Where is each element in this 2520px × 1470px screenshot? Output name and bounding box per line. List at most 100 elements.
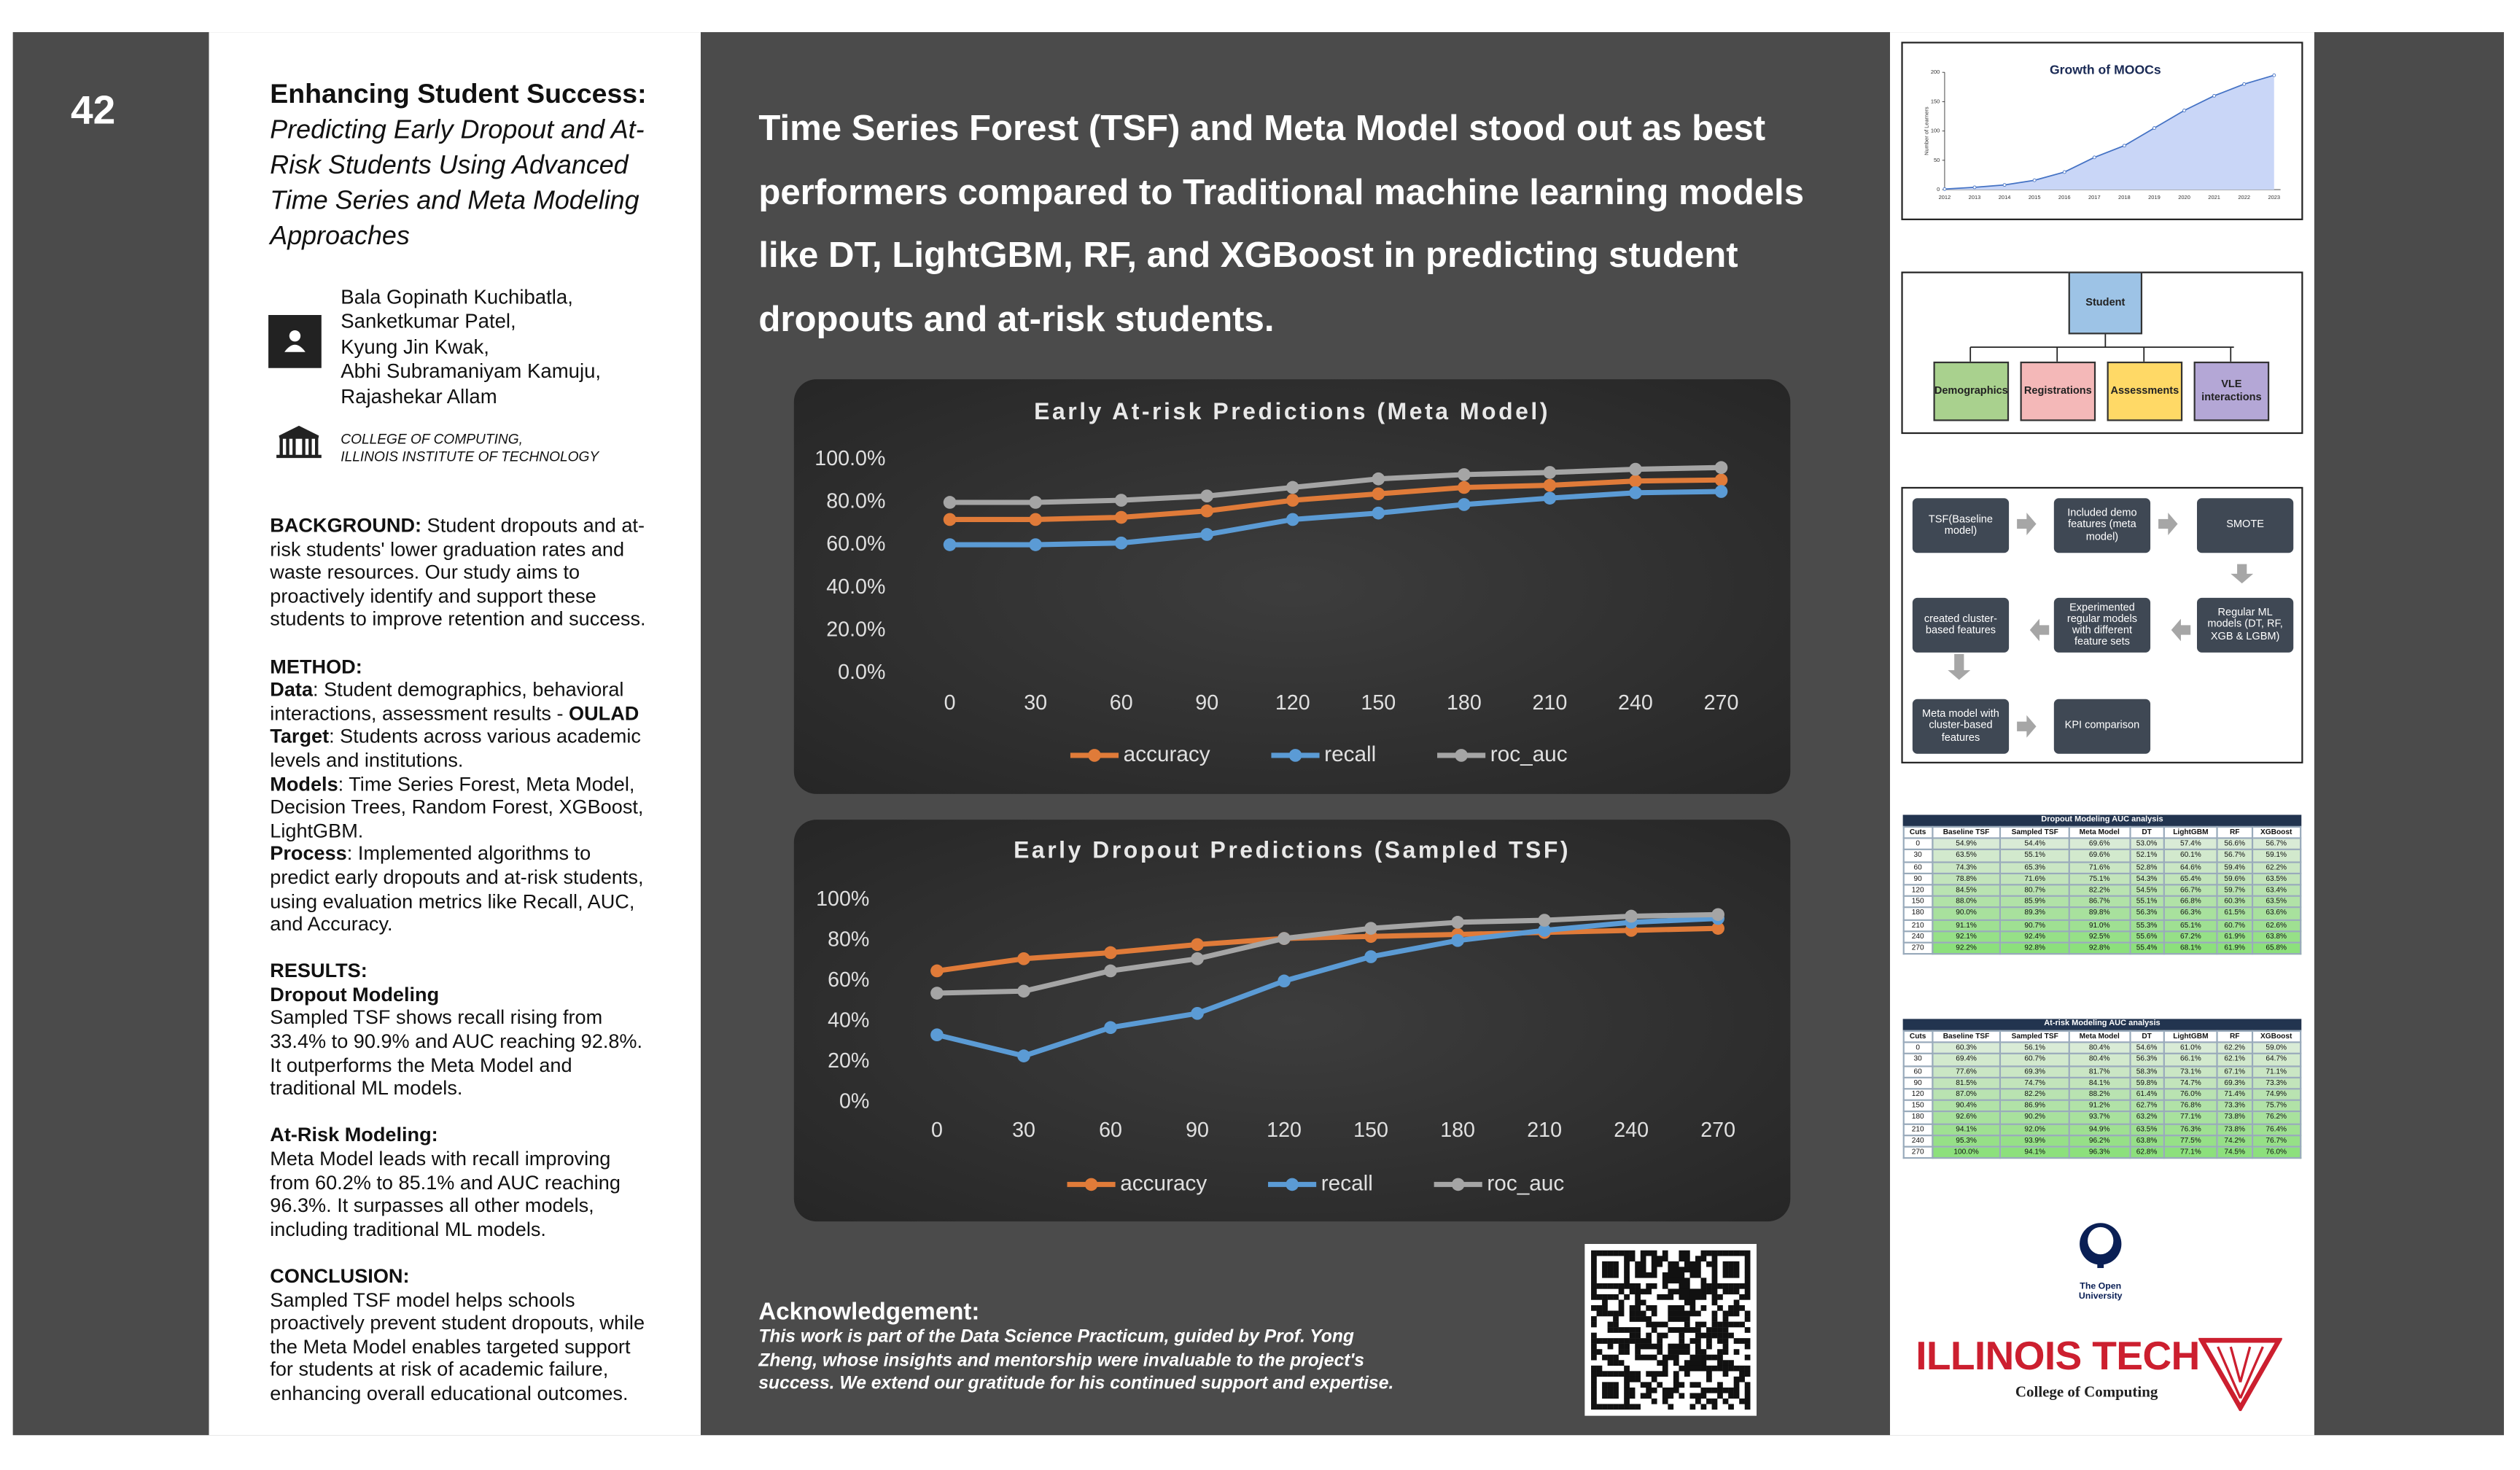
qr-module [1591, 1261, 1597, 1267]
qr-module [1673, 1382, 1679, 1388]
cell: 56.1% [1999, 1041, 2071, 1055]
qr-module [1689, 1288, 1696, 1295]
point [943, 538, 957, 551]
flowchart-frame [1901, 486, 2303, 763]
qr-module [1679, 1349, 1685, 1355]
cell: 67.2% [2163, 930, 2219, 944]
flow-node: Experimented regular models with differe… [2053, 597, 2151, 653]
text: : Time Series Forest, Meta Model, Decisi… [270, 772, 644, 842]
column-header: Sampled TSF [1999, 825, 2071, 840]
qr-module [1629, 1404, 1636, 1410]
cell: 55.4% [2128, 941, 2165, 955]
cell: 63.6% [2251, 906, 2302, 921]
cell: 82.2% [2068, 884, 2131, 898]
qr-module [1684, 1316, 1690, 1322]
text: : Student demographics, behavioral inter… [270, 678, 624, 725]
cell: 30 [1902, 849, 1933, 863]
y-tick-label: 100 [1931, 128, 1940, 134]
legend-marker [1455, 749, 1468, 762]
qr-module [1700, 1283, 1707, 1289]
cell: 88.2% [2068, 1088, 2131, 1102]
qr-module [1733, 1272, 1740, 1278]
x-tick-label: 180 [1440, 1119, 1475, 1142]
cell: 76.3% [2163, 1122, 2219, 1136]
point [2272, 73, 2276, 77]
qr-module [1695, 1354, 1701, 1361]
qr-module [1635, 1376, 1641, 1382]
flowchart-arrows [1948, 513, 2254, 738]
qr-module [1613, 1250, 1619, 1256]
cell: 61.4% [2128, 1088, 2165, 1102]
qr-module [1684, 1343, 1690, 1350]
qr-module [1624, 1338, 1630, 1344]
qr-module [1744, 1365, 1751, 1372]
qr-module [1635, 1288, 1641, 1295]
qr-module [1640, 1382, 1646, 1388]
qr-module [1744, 1382, 1751, 1388]
y-tick-label: 60% [828, 968, 869, 992]
qr-module [1602, 1393, 1608, 1399]
y-axis-label: Number of Learners [1924, 106, 1930, 155]
point [930, 964, 944, 978]
qr-module [1668, 1294, 1674, 1300]
qr-module [1613, 1338, 1619, 1344]
flow-node: Regular ML models (DT, RF, XGB & LGBM) [2196, 597, 2294, 653]
y-tick-label: 0.0% [838, 661, 885, 684]
qr-module [1662, 1365, 1668, 1372]
label: Models [270, 772, 338, 795]
point [1538, 914, 1551, 927]
qr-module [1717, 1321, 1723, 1328]
shape [2088, 1226, 2114, 1255]
cell: 81.5% [1931, 1076, 2002, 1090]
y-tick-label: 200 [1931, 69, 1940, 75]
cell: 60.3% [2216, 895, 2253, 909]
qr-module [1657, 1371, 1663, 1377]
qr-module [1744, 1250, 1751, 1256]
y-tick-label: 20.0% [826, 618, 885, 641]
cell: 59.8% [2128, 1076, 2165, 1090]
point [2032, 178, 2037, 182]
results: RESULTS: Dropout Modeling Sampled TSF show… [270, 960, 646, 1241]
qr-module [1700, 1332, 1707, 1339]
point [1191, 952, 1204, 965]
qr-module [1640, 1272, 1646, 1278]
cell: 54.6% [2128, 1041, 2165, 1055]
point [1278, 932, 1291, 945]
qr-module [1700, 1305, 1707, 1311]
qr-module [1646, 1387, 1652, 1393]
shape [2171, 618, 2191, 642]
method-item: Target: Students across various academic… [270, 726, 646, 772]
cell: 90.4% [1931, 1100, 2002, 1113]
qr-module [1607, 1393, 1614, 1399]
x-tick-label: 2017 [2088, 194, 2101, 201]
qr-module [1673, 1261, 1679, 1267]
qr-module [1668, 1267, 1674, 1273]
shape [1969, 334, 2234, 362]
body-text: BACKGROUND: Student dropouts and at-risk… [270, 514, 646, 1428]
cell: 88.0% [1931, 895, 2002, 909]
series-line [949, 464, 1722, 505]
qr-module [1744, 1294, 1751, 1300]
qr-module [1739, 1376, 1745, 1382]
qr-module [1717, 1305, 1723, 1311]
qr-module [1607, 1382, 1614, 1388]
point [2002, 183, 2007, 187]
row: 90 81.5% 74.7% 84.1% 59.8% 74.7% 69.3% 73.3% [1902, 1076, 2302, 1090]
cell: 54.5% [2128, 884, 2165, 898]
qr-module [1591, 1332, 1597, 1339]
x-tick-label: 150 [1361, 691, 1396, 715]
qr-module [1629, 1316, 1636, 1322]
qr-module [1722, 1360, 1729, 1366]
qr-module [1700, 1365, 1707, 1372]
qr-module [1739, 1250, 1745, 1256]
chart-title: Early Dropout Predictions (Sampled TSF) [1014, 837, 1571, 863]
row: 180 90.0% 89.3% 89.8% 56.3% 66.3% 61.5% 63.6% [1902, 906, 2302, 921]
cell: 59.6% [2216, 872, 2253, 886]
qr-module [1602, 1250, 1608, 1256]
person-glyph [284, 330, 306, 352]
point [1629, 486, 1642, 499]
qr-module [1646, 1382, 1652, 1388]
point [1286, 494, 1299, 507]
qr-module [1629, 1310, 1636, 1317]
chart: Early At-risk Predictions (Meta Model) 0.… [814, 398, 1738, 766]
